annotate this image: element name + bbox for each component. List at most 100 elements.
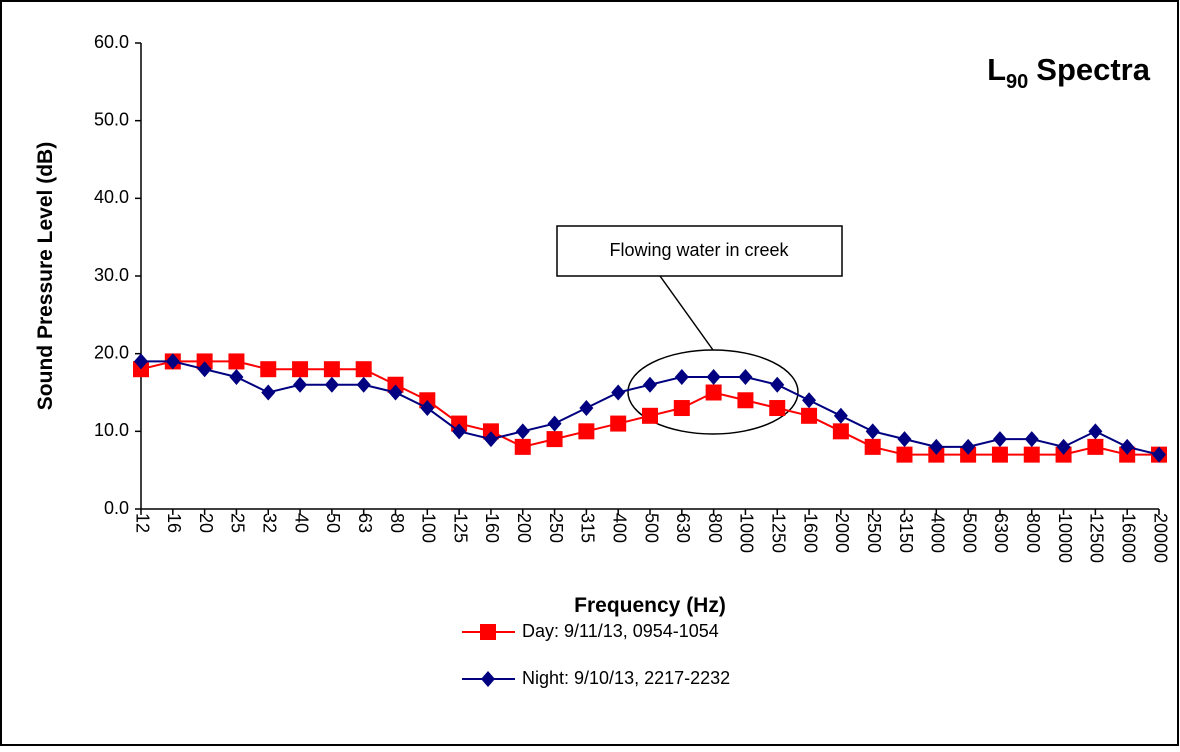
x-tick-label: 80: [387, 513, 407, 533]
x-tick-label: 200: [514, 513, 534, 543]
data-point: [642, 407, 658, 424]
x-tick-label: 500: [641, 513, 661, 543]
data-point: [770, 376, 785, 393]
y-tick-label: 50.0: [94, 109, 129, 129]
data-point: [1152, 446, 1166, 463]
data-point: [293, 376, 308, 393]
data-point: [229, 368, 244, 385]
x-tick-label: 50: [323, 513, 343, 533]
x-tick-label: 25: [228, 513, 248, 533]
legend-marker: [481, 671, 495, 687]
data-point: [738, 368, 753, 385]
data-point: [578, 423, 595, 440]
x-tick-label: 1250: [769, 513, 789, 553]
data-point: [992, 431, 1007, 448]
x-tick-label: 5000: [959, 513, 979, 553]
annotation-text: Flowing water in creek: [609, 240, 789, 260]
data-point: [1023, 446, 1040, 463]
data-point: [420, 400, 435, 417]
data-point: [801, 407, 818, 424]
data-point: [1056, 438, 1071, 455]
legend-marker: [480, 624, 496, 640]
annotation-box: [556, 225, 843, 277]
x-tick-label: 4000: [928, 513, 948, 553]
x-tick-label: 20000: [1150, 513, 1170, 563]
data-point: [452, 423, 467, 440]
data-point: [197, 361, 212, 378]
x-tick-label: 400: [609, 513, 629, 543]
x-tick-label: 315: [578, 513, 598, 543]
x-tick-label: 40: [291, 513, 311, 533]
data-point: [832, 423, 849, 440]
x-tick-label: 250: [546, 513, 566, 543]
y-tick-label: 30.0: [94, 265, 129, 285]
data-point: [323, 361, 340, 378]
y-axis-label: Sound Pressure Level (dB): [34, 142, 57, 410]
data-point: [260, 361, 277, 378]
x-tick-label: 1000: [737, 513, 757, 553]
data-point: [546, 431, 563, 448]
data-point: [991, 446, 1008, 463]
x-tick-label: 160: [482, 513, 502, 543]
data-point: [673, 400, 690, 417]
data-point: [896, 446, 913, 463]
annotation-pointer: [659, 275, 714, 351]
data-point: [165, 353, 180, 370]
data-point: [769, 400, 786, 417]
x-tick-label: 800: [705, 513, 725, 543]
y-tick-label: 40.0: [94, 187, 129, 207]
x-tick-label: 6300: [991, 513, 1011, 553]
data-point: [1087, 438, 1104, 455]
data-point: [864, 438, 881, 455]
data-point: [865, 423, 880, 440]
x-tick-label: 630: [673, 513, 693, 543]
data-point: [228, 353, 245, 370]
data-point: [579, 400, 594, 417]
x-tick-label: 100: [419, 513, 439, 543]
data-point: [355, 361, 372, 378]
data-point: [1120, 438, 1135, 455]
data-point: [515, 423, 530, 440]
data-point: [388, 384, 403, 401]
legend-label: Night: 9/10/13, 2217-2232: [522, 668, 730, 688]
y-tick-label: 20.0: [94, 342, 129, 362]
data-point: [643, 376, 657, 393]
data-point: [514, 438, 531, 455]
x-tick-label: 10000: [1055, 513, 1075, 563]
data-point: [324, 376, 339, 393]
x-tick-label: 1600: [800, 513, 820, 553]
data-point: [705, 384, 722, 401]
data-point: [737, 392, 754, 409]
data-point: [261, 384, 276, 401]
x-tick-label: 63: [355, 513, 375, 533]
x-tick-label: 12: [132, 513, 152, 533]
data-point: [961, 438, 976, 455]
data-point: [929, 438, 944, 455]
x-tick-label: 2500: [864, 513, 884, 553]
title-base: L: [987, 52, 1006, 87]
x-tick-label: 16000: [1118, 513, 1138, 563]
y-tick-label: 60.0: [94, 32, 129, 52]
data-point: [1088, 423, 1103, 440]
x-tick-label: 12500: [1087, 513, 1107, 563]
data-point: [706, 368, 721, 385]
x-axis-label: Frequency (Hz): [574, 594, 726, 617]
x-tick-label: 3150: [896, 513, 916, 553]
x-tick-label: 16: [164, 513, 184, 533]
data-point: [356, 376, 371, 393]
x-tick-label: 2000: [832, 513, 852, 553]
data-point: [1024, 431, 1039, 448]
data-point: [610, 415, 627, 432]
data-point: [833, 407, 848, 424]
x-tick-label: 20: [196, 513, 216, 533]
x-tick-label: 125: [450, 513, 470, 543]
y-tick-label: 0.0: [104, 498, 129, 518]
data-point: [547, 415, 562, 432]
chart-title: L90 Spectra: [987, 52, 1151, 93]
data-point: [611, 384, 626, 401]
data-point: [134, 353, 148, 370]
data-point: [292, 361, 309, 378]
x-tick-label: 32: [260, 513, 280, 533]
